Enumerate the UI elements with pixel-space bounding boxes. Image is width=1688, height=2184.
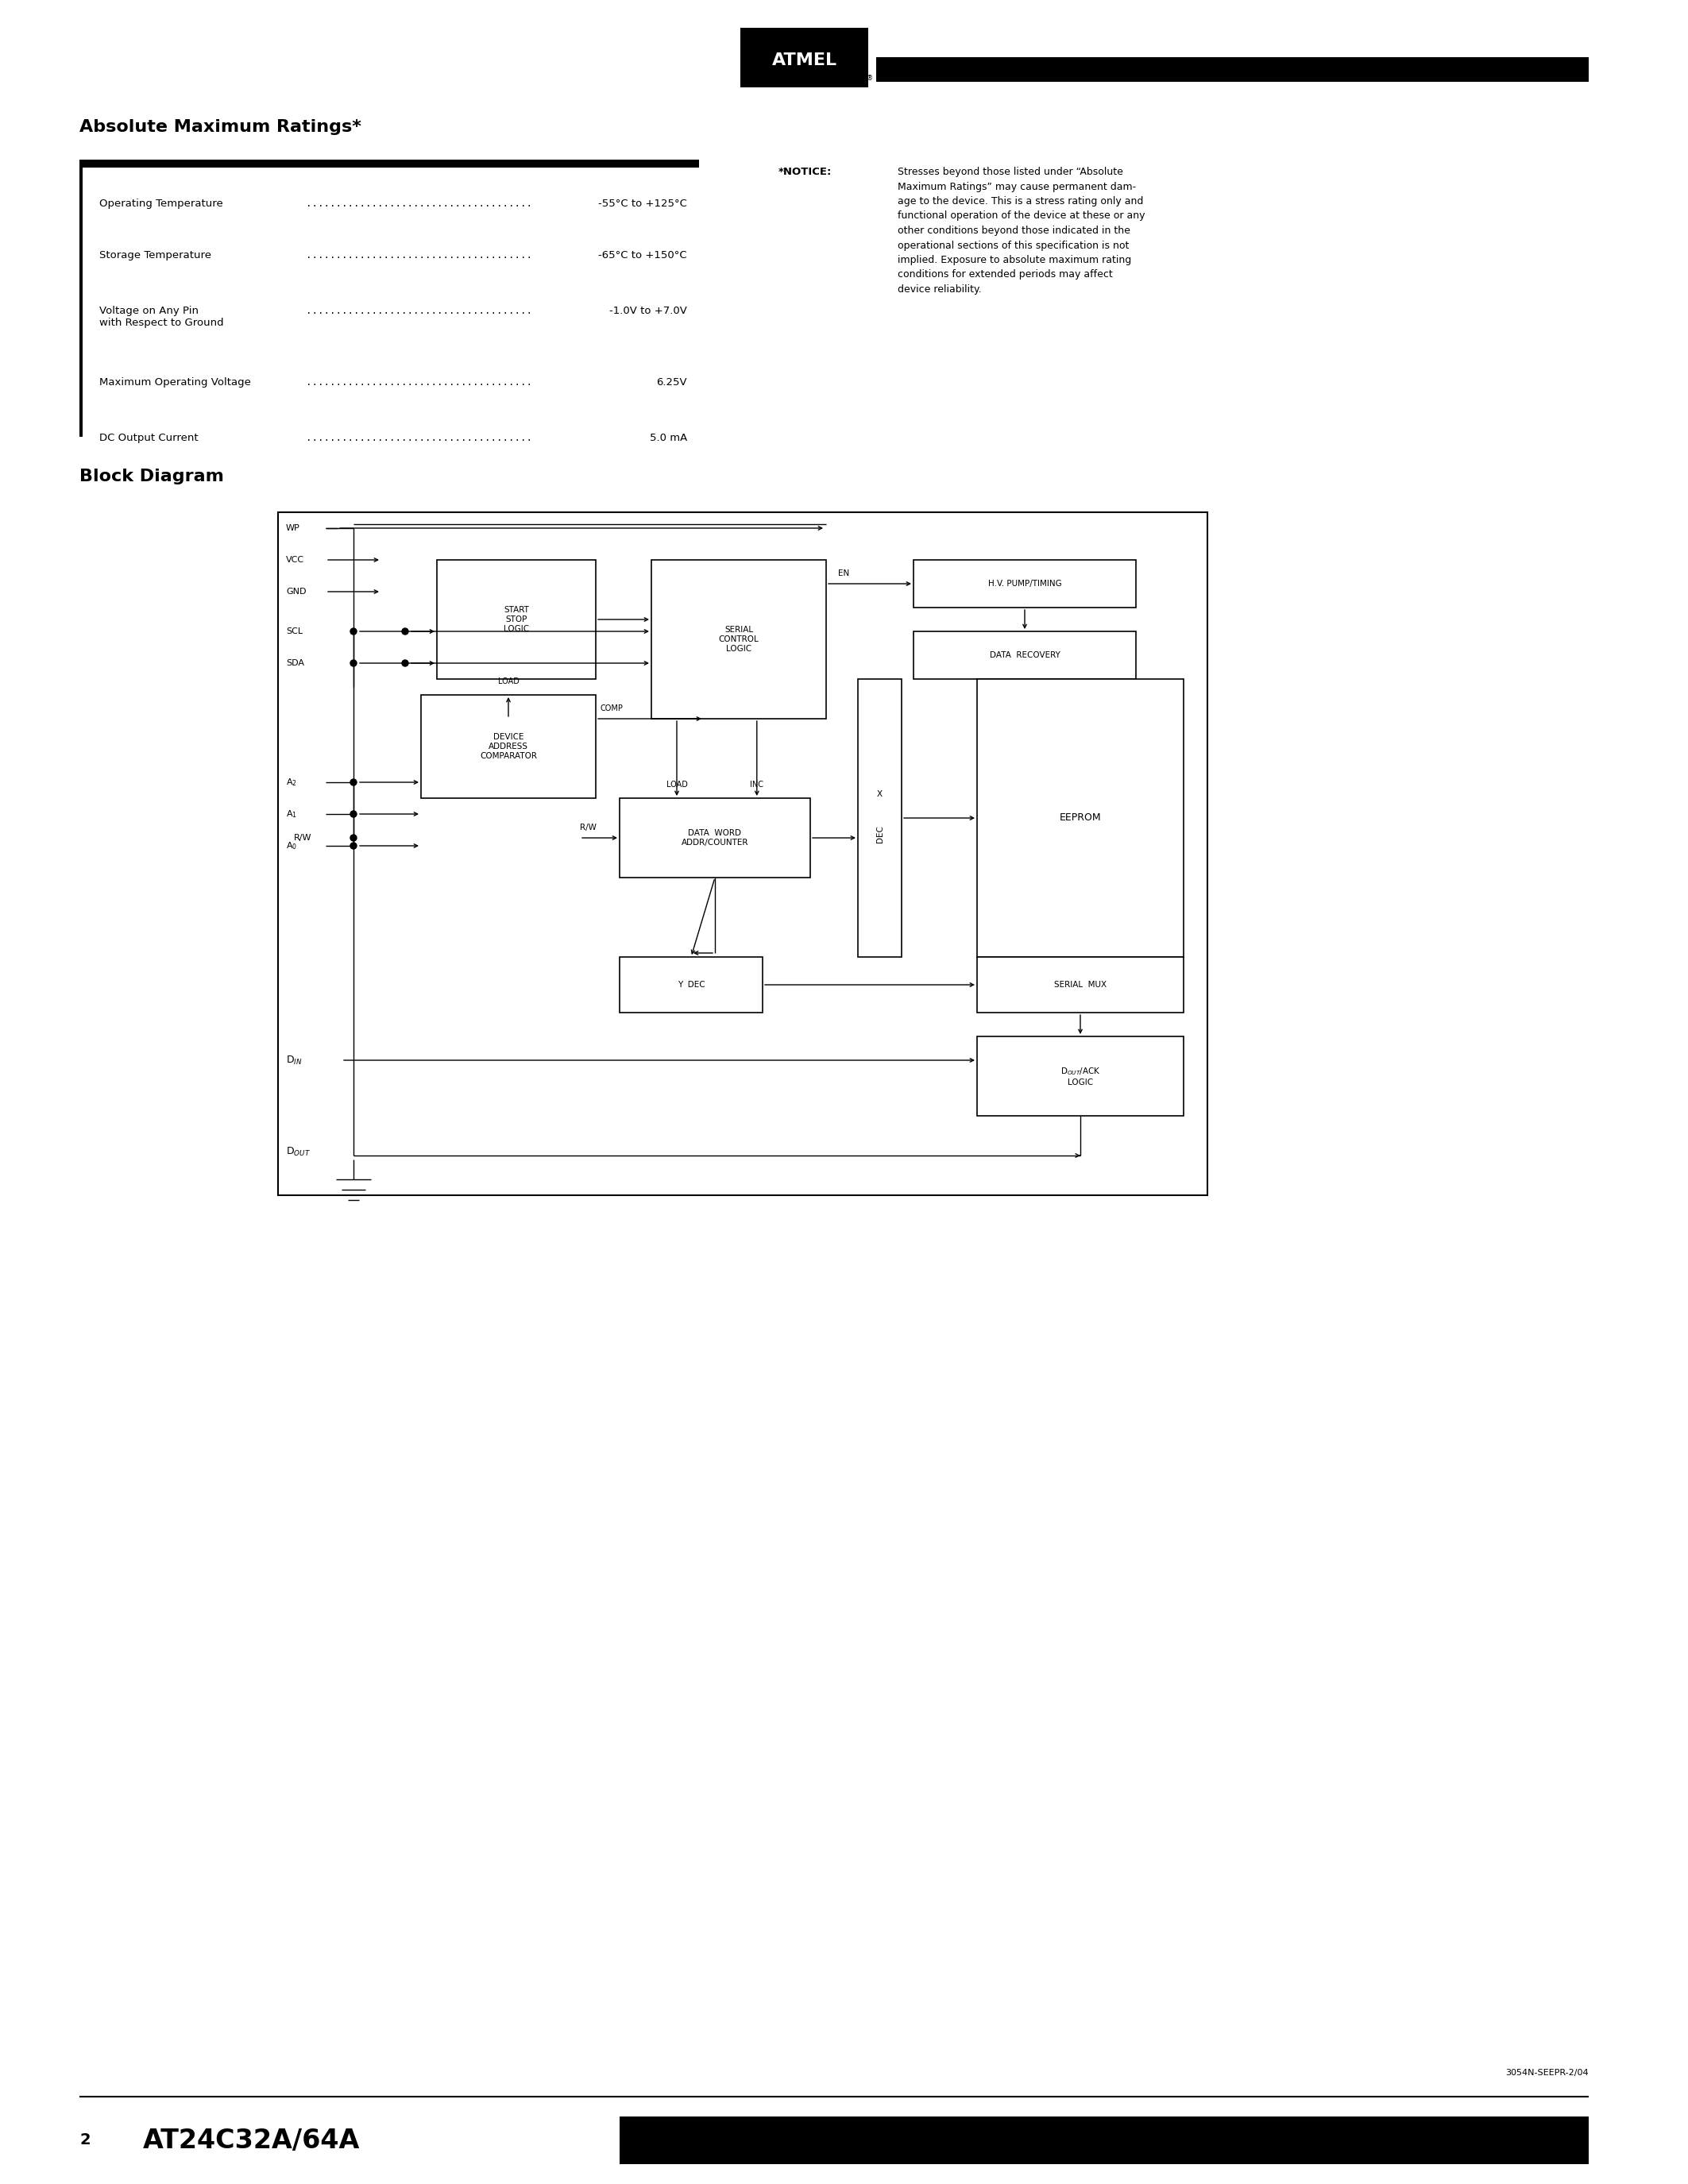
Bar [858,679,901,957]
Text: A$_0$: A$_0$ [285,841,297,852]
Text: SERIAL  MUX: SERIAL MUX [1053,981,1107,989]
Text: -65°C to +150°C: -65°C to +150°C [599,251,687,260]
Circle shape [402,629,408,636]
Bar [913,631,1136,679]
Text: -1.0V to +7.0V: -1.0V to +7.0V [609,306,687,317]
Text: D$_{OUT}$: D$_{OUT}$ [285,1147,311,1158]
Text: ......................................: ...................................... [306,251,532,260]
Text: DEVICE
ADDRESS
COMPARATOR: DEVICE ADDRESS COMPARATOR [479,732,537,760]
Text: LOAD: LOAD [498,677,520,686]
Text: ......................................: ...................................... [306,199,532,210]
Text: Y  DEC: Y DEC [677,981,706,989]
Text: 6.25V: 6.25V [657,378,687,387]
Circle shape [351,660,356,666]
Text: D$_{OUT}$/ACK
LOGIC: D$_{OUT}$/ACK LOGIC [1060,1066,1101,1085]
Text: 2: 2 [79,2134,89,2147]
Text: 5.0 mA: 5.0 mA [650,432,687,443]
Bar [420,695,596,797]
Text: AT24C32A/64A: AT24C32A/64A [143,2127,360,2153]
Circle shape [351,843,356,850]
Text: DATA  WORD
ADDR/COUNTER: DATA WORD ADDR/COUNTER [682,830,748,847]
Bar [619,2116,1588,2164]
Text: Storage Temperature: Storage Temperature [100,251,211,260]
Bar [652,559,825,719]
Text: A$_1$: A$_1$ [285,808,297,819]
Text: 3054N-SEEPR-2/04: 3054N-SEEPR-2/04 [1506,2068,1588,2077]
Bar [437,559,596,679]
Text: H.V. PUMP/TIMING: H.V. PUMP/TIMING [987,579,1062,587]
Circle shape [402,660,408,666]
Text: VCC: VCC [285,557,304,563]
Bar [79,164,83,437]
Text: Block Diagram: Block Diagram [79,470,225,485]
Text: -55°C to +125°C: -55°C to +125°C [598,199,687,210]
Text: SERIAL
CONTROL
LOGIC: SERIAL CONTROL LOGIC [719,625,760,653]
Bar [876,57,1588,81]
Text: A$_2$: A$_2$ [285,778,297,788]
Text: INC: INC [749,780,763,788]
Text: DC Output Current: DC Output Current [100,432,197,443]
Text: D$_{IN}$: D$_{IN}$ [285,1055,302,1066]
FancyBboxPatch shape [741,28,868,87]
Text: WP: WP [285,524,300,533]
Text: EEPROM: EEPROM [1060,812,1101,823]
Circle shape [351,810,356,817]
Circle shape [351,629,356,636]
Text: START
STOP
LOGIC: START STOP LOGIC [503,605,528,633]
Text: COMP: COMP [599,705,623,712]
Text: GND: GND [285,587,306,596]
Text: X: X [878,791,883,797]
Text: ATMEL: ATMEL [771,52,837,68]
Bar [913,559,1136,607]
Text: ......................................: ...................................... [306,432,532,443]
Text: Operating Temperature: Operating Temperature [100,199,223,210]
Text: ®: ® [866,74,873,83]
Bar [977,679,1183,957]
Bar [619,957,763,1013]
Text: SCL: SCL [285,627,302,636]
Text: *NOTICE:: *NOTICE: [778,166,832,177]
Text: Maximum Operating Voltage: Maximum Operating Voltage [100,378,252,387]
Bar [977,957,1183,1013]
Text: Voltage on Any Pin
with Respect to Ground: Voltage on Any Pin with Respect to Groun… [100,306,225,328]
Text: DEC: DEC [876,826,885,843]
Text: DATA  RECOVERY: DATA RECOVERY [989,651,1060,660]
Bar [619,797,810,878]
Bar [977,1037,1183,1116]
Circle shape [351,780,356,786]
Text: Stresses beyond those listed under “Absolute
Maximum Ratings” may cause permanen: Stresses beyond those listed under “Abso… [898,166,1144,295]
Text: LOAD: LOAD [667,780,687,788]
Text: Absolute Maximum Ratings*: Absolute Maximum Ratings* [79,120,361,135]
Circle shape [351,834,356,841]
Bar [279,513,1207,1195]
Text: EN: EN [837,570,849,577]
Bar [79,159,699,168]
Text: ......................................: ...................................... [306,378,532,387]
Text: R/W: R/W [294,834,312,841]
Text: SDA: SDA [285,660,304,666]
Text: R/W: R/W [579,823,596,832]
Text: ......................................: ...................................... [306,306,532,317]
